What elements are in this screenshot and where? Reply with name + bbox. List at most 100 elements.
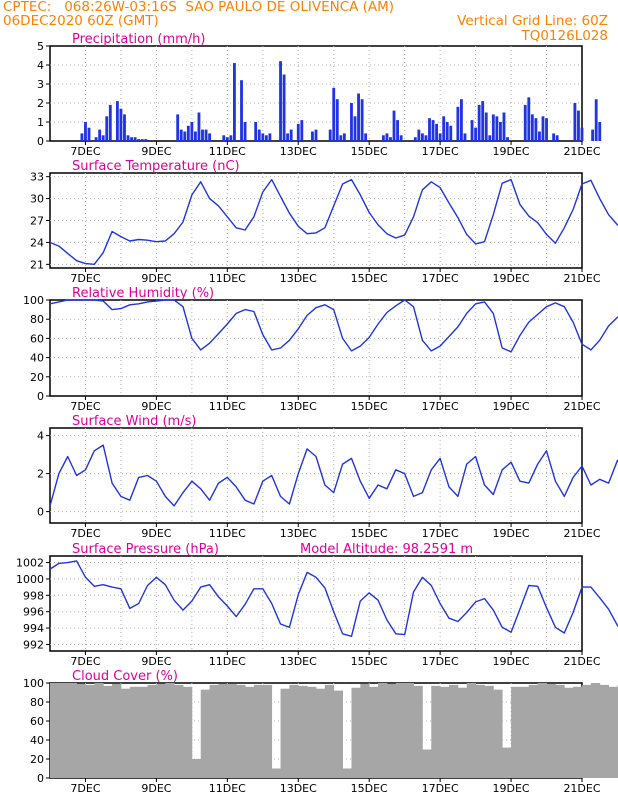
precipitation-bar (449, 125, 453, 141)
y-tick-label: 27 (30, 215, 44, 228)
precipitation-bar (420, 133, 424, 141)
cloud-cover-bar (165, 683, 175, 778)
cloud-cover-bar (395, 683, 406, 778)
cloud-cover-bar (138, 686, 148, 778)
precipitation-bar (87, 127, 91, 141)
precipitation-bar (115, 101, 119, 141)
precipitation-bar (98, 129, 102, 141)
precipitation-bar (428, 118, 431, 141)
cloud-cover-bar (236, 684, 246, 778)
precipitation-bar (254, 122, 258, 141)
precipitation-bar (133, 137, 137, 141)
precipitation-bar (424, 135, 428, 141)
panel-title: Surface Wind (m/s) (72, 414, 196, 429)
precipitation-bar (342, 133, 346, 141)
precipitation-bar (296, 123, 300, 141)
precipitation-bar (311, 131, 314, 141)
cloud-cover-bar (564, 687, 574, 778)
precipitation-bar (392, 110, 396, 141)
x-tick-label: 17DEC (422, 272, 459, 285)
precipitation-bar (190, 122, 194, 141)
precipitation-bar (123, 114, 126, 141)
x-tick-label: 13DEC (280, 527, 317, 540)
y-tick-label: 24 (30, 236, 44, 249)
cloud-cover-bar (200, 689, 210, 778)
precipitation-bar (396, 120, 399, 141)
x-tick-label: 7DEC (70, 145, 100, 158)
y-tick-label: 0 (37, 772, 44, 785)
precipitation-bar (350, 103, 353, 141)
precipitation-bar (335, 99, 339, 141)
cloud-cover-bar (174, 684, 184, 778)
cloud-cover-bar (218, 683, 228, 778)
precipitation-bar (229, 135, 233, 141)
precipitation-bar (594, 99, 598, 141)
precipitation-bar (84, 122, 87, 141)
precipitation-bar (193, 131, 197, 141)
x-tick-label: 7DEC (70, 272, 100, 285)
cloud-cover-bar (360, 683, 370, 778)
cloud-cover-bar (342, 768, 352, 778)
x-tick-label: 13DEC (280, 655, 317, 668)
precipitation-bar (339, 135, 343, 141)
panel-title: Surface Pressure (hPa) (72, 542, 219, 557)
x-tick-label: 19DEC (493, 655, 530, 668)
cloud-cover-bar (582, 684, 592, 778)
y-tick-label: 40 (30, 352, 44, 365)
cloud-cover-bar (502, 747, 512, 778)
y-tick-label: 20 (30, 753, 44, 766)
precipitation-bar (243, 122, 247, 141)
cloud-cover-bar (537, 683, 547, 778)
precipitation-bar (484, 112, 488, 141)
x-tick-label: 7DEC (70, 782, 100, 795)
header-grid-line-note: Vertical Grid Line: 60Z (457, 13, 608, 29)
precipitation-bar (463, 133, 467, 141)
cloud-cover-bar (555, 684, 565, 778)
y-tick-label: 996 (23, 606, 44, 619)
precipitation-bar (268, 133, 272, 141)
precipitation-bar (477, 104, 481, 141)
cloud-cover-bar (475, 684, 485, 778)
x-tick-label: 13DEC (280, 400, 317, 413)
y-tick-label: 40 (30, 734, 44, 747)
precipitation-bar (197, 112, 201, 141)
cloud-cover-bar (253, 684, 264, 778)
precipitation-bar (481, 101, 485, 141)
precipitation-bar (140, 139, 144, 141)
precipitation-bar (385, 133, 389, 141)
x-tick-label: 17DEC (422, 145, 459, 158)
x-tick-label: 7DEC (70, 400, 100, 413)
cloud-cover-bar (191, 759, 202, 778)
precipitation-bar (364, 133, 368, 141)
cloud-cover-bar (386, 683, 397, 778)
precipitation-bar (445, 122, 449, 141)
x-tick-label: 17DEC (422, 400, 459, 413)
y-tick-label: 992 (23, 638, 44, 651)
precipitation-bar (130, 137, 133, 141)
precipitation-bar (179, 129, 183, 141)
cloud-cover-bar (324, 684, 335, 778)
y-tick-label: 1 (37, 116, 44, 129)
y-tick-label: 80 (30, 696, 44, 709)
precipitation-bar (332, 87, 336, 141)
precipitation-bar (591, 129, 595, 141)
x-tick-label: 19DEC (493, 400, 530, 413)
cloud-cover-bar (58, 683, 69, 778)
y-tick-label: 2 (37, 468, 44, 481)
precipitation-bar (598, 122, 602, 141)
precipitation-bar (474, 127, 478, 141)
y-tick-label: 1002 (16, 557, 44, 570)
precipitation-bar (94, 137, 98, 141)
x-tick-label: 15DEC (351, 145, 388, 158)
x-tick-label: 15DEC (351, 527, 388, 540)
y-tick-label: 30 (30, 193, 44, 206)
x-tick-label: 15DEC (351, 400, 388, 413)
precipitation-bar (279, 61, 282, 142)
precipitation-bar (413, 137, 417, 141)
panel-title: Relative Humidity (%) (72, 286, 214, 301)
cloud-cover-bar (369, 686, 379, 778)
precipitation-bar (240, 80, 243, 141)
precipitation-bar (491, 114, 495, 141)
y-tick-label: 21 (30, 258, 44, 271)
cloud-cover-bar (298, 685, 308, 778)
